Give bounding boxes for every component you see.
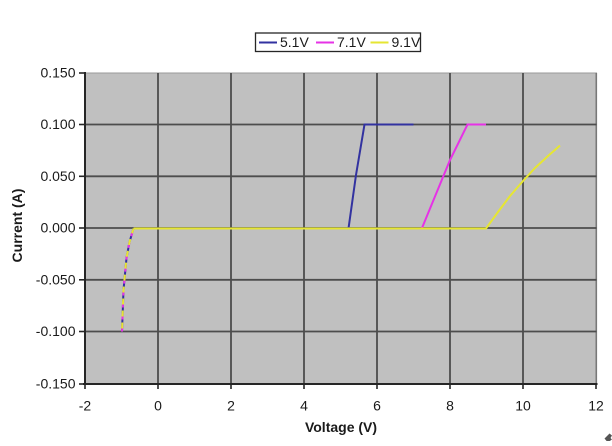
svg-text:2: 2 bbox=[227, 398, 235, 414]
svg-text:0.100: 0.100 bbox=[40, 116, 75, 132]
svg-text:12: 12 bbox=[588, 398, 604, 414]
svg-text:-0.050: -0.050 bbox=[36, 271, 76, 287]
svg-text:10: 10 bbox=[515, 398, 531, 414]
svg-text:8: 8 bbox=[446, 398, 454, 414]
svg-text:-2: -2 bbox=[79, 398, 92, 414]
svg-text:0.000: 0.000 bbox=[40, 220, 75, 236]
svg-text:7.1V: 7.1V bbox=[337, 34, 366, 50]
svg-text:-0.150: -0.150 bbox=[36, 376, 76, 392]
svg-text:Voltage (V): Voltage (V) bbox=[305, 419, 377, 435]
svg-text:Current (A): Current (A) bbox=[9, 189, 25, 263]
svg-text:6: 6 bbox=[373, 398, 381, 414]
svg-text:0.050: 0.050 bbox=[40, 168, 75, 184]
svg-text:9.1V: 9.1V bbox=[392, 34, 421, 50]
svg-text:-0.100: -0.100 bbox=[36, 323, 76, 339]
svg-text:4: 4 bbox=[300, 398, 308, 414]
svg-text:5.1V: 5.1V bbox=[280, 34, 309, 50]
svg-text:0: 0 bbox=[154, 398, 162, 414]
svg-text:0.150: 0.150 bbox=[40, 65, 75, 81]
